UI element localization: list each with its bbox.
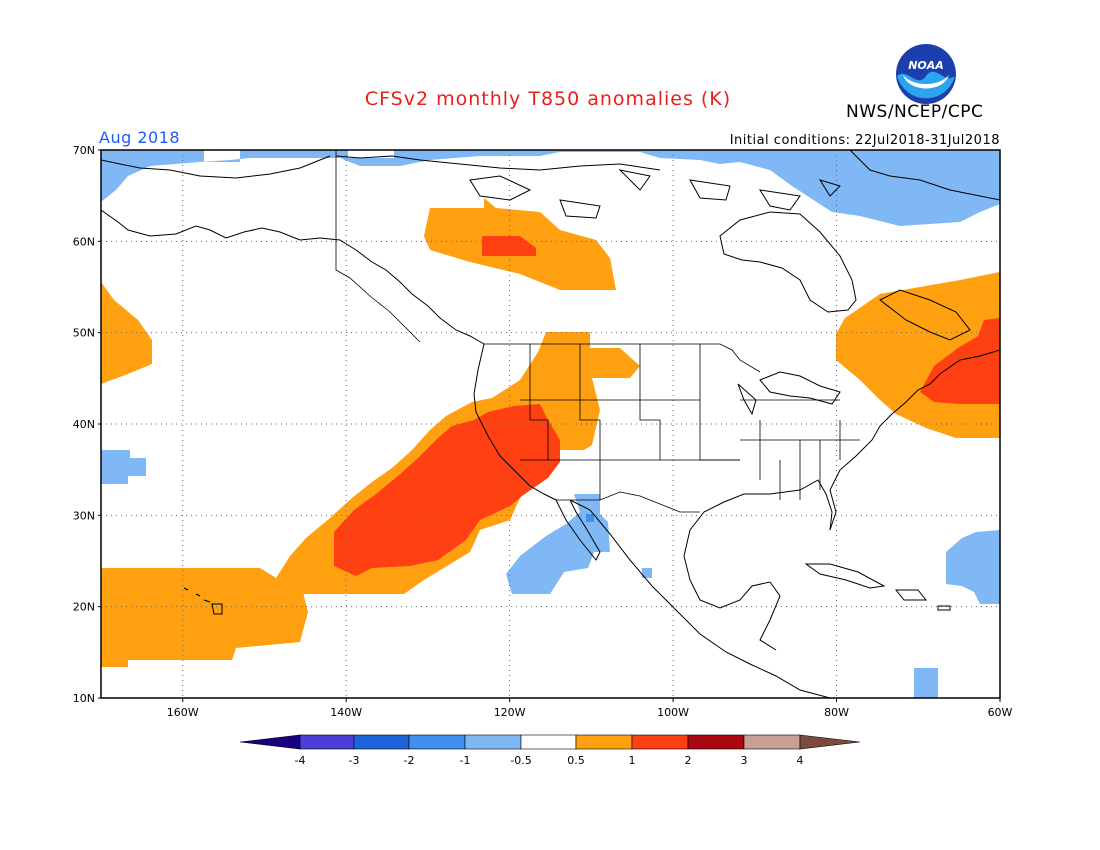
colorbar-label: -3	[349, 754, 360, 767]
lat-label: 40N	[73, 418, 95, 431]
colorbar-swatch	[464, 734, 522, 750]
colorbar-swatch	[299, 734, 355, 750]
initial-conditions: Initial conditions: 22Jul2018-31Jul2018	[729, 133, 1000, 148]
lat-label: 20N	[73, 601, 95, 614]
colorbar-swatch	[687, 734, 745, 750]
colorbar-label: 2	[685, 754, 692, 767]
chart-title: CFSv2 monthly T850 anomalies (K)	[364, 88, 732, 110]
atlantic-strong-warm-anomaly	[920, 318, 1000, 404]
canada-strong-warm-anomaly	[482, 236, 536, 256]
pacific-strong-warm-anomaly	[334, 404, 560, 576]
colorbar-label: -1	[460, 754, 471, 767]
valid-month: Aug 2018	[99, 128, 181, 147]
lon-label: 140W	[330, 706, 362, 719]
colorbar-swatch	[799, 734, 861, 750]
westpac-cool-anomaly	[101, 450, 146, 484]
latitude-labels: 70N 60N 50N 40N 30N 20N 10N	[73, 144, 101, 705]
colorbar-swatch	[743, 734, 801, 750]
lat-label: 50N	[73, 327, 95, 340]
caribbean-cool-anomaly	[914, 668, 938, 698]
colorbar-label: 3	[741, 754, 748, 767]
colorbar-swatch	[353, 734, 410, 750]
colorbar-label: 4	[797, 754, 804, 767]
longitude-labels: 160W 140W 120W 100W 80W 60W	[167, 698, 1013, 719]
coastlines	[101, 150, 1000, 698]
gulf-cool-anomaly	[642, 568, 652, 578]
colorbar-swatch	[520, 734, 577, 750]
colorbar-label: 1	[629, 754, 636, 767]
lat-label: 70N	[73, 144, 95, 157]
mexico-cool-anomaly	[506, 494, 610, 594]
anomaly-shading	[101, 150, 1000, 698]
colorbar: -4 -3 -2 -1 -0.5 0.5 1 2 3 4	[239, 734, 861, 767]
colorbar-swatch	[631, 734, 689, 750]
political-borders	[335, 150, 860, 513]
colorbar-label: -2	[404, 754, 415, 767]
arctic-cool-anomaly	[101, 150, 1000, 226]
lon-label: 100W	[657, 706, 689, 719]
colorbar-swatch	[575, 734, 633, 750]
lat-label: 60N	[73, 235, 95, 248]
lon-label: 120W	[494, 706, 526, 719]
agency-label: NWS/NCEP/CPC	[846, 102, 984, 122]
lon-label: 160W	[167, 706, 199, 719]
atlantic-cool-anomaly	[946, 530, 1000, 604]
colorbar-label: 0.5	[567, 754, 585, 767]
colorbar-label: -4	[295, 754, 306, 767]
lat-label: 30N	[73, 509, 95, 522]
mexico-strong-cool-anomaly	[586, 514, 594, 522]
colorbar-swatch	[408, 734, 466, 750]
colorbar-label: -0.5	[510, 754, 531, 767]
svg-text:NOAA: NOAA	[908, 59, 944, 72]
noaa-logo: NOAA	[896, 44, 956, 104]
colorbar-swatch	[239, 734, 301, 750]
lon-label: 80W	[824, 706, 849, 719]
hawaii-warm-anomaly	[101, 568, 308, 667]
lat-label: 10N	[73, 692, 95, 705]
lon-label: 60W	[988, 706, 1013, 719]
